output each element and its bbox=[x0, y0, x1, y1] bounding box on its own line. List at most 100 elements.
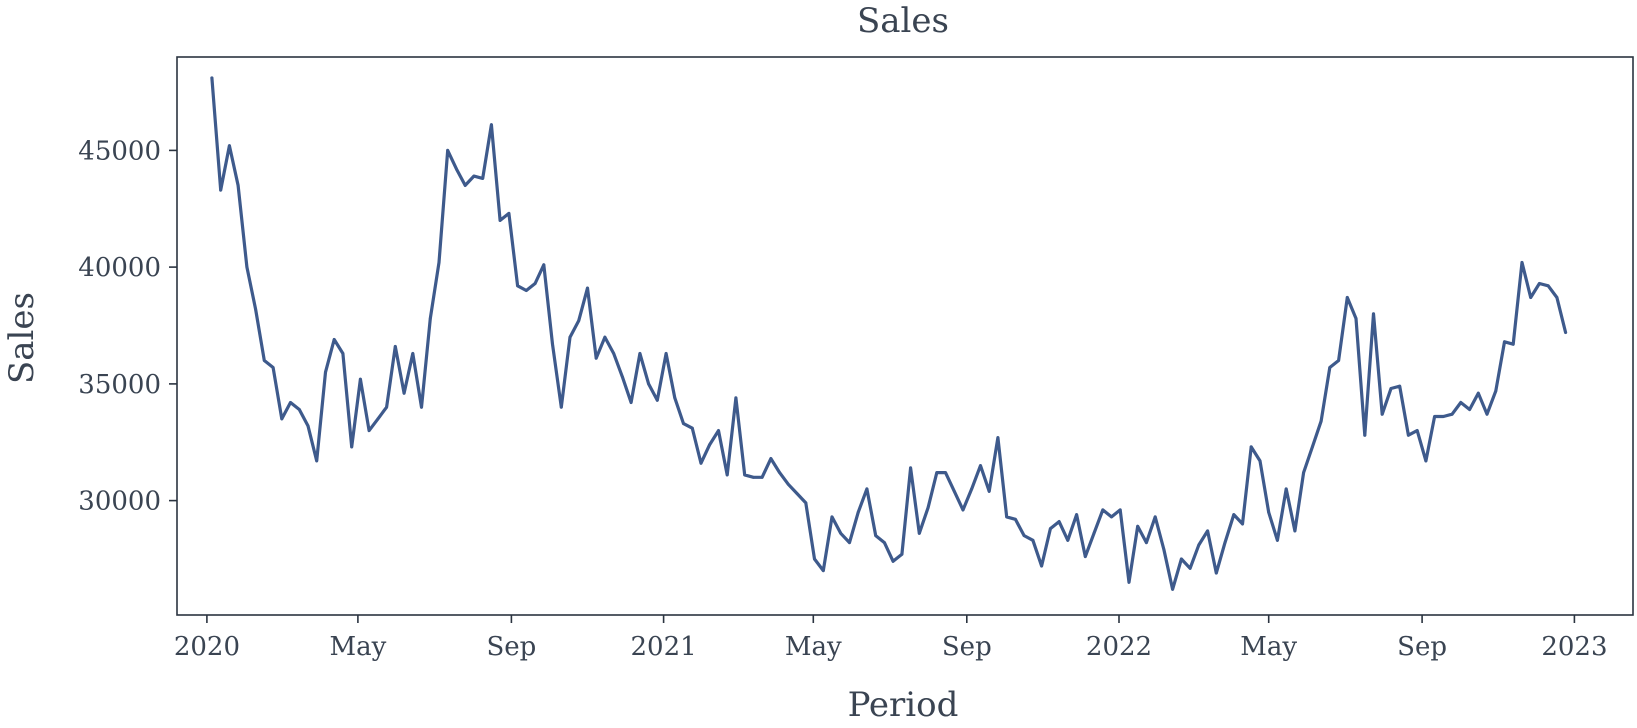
data-point bbox=[883, 541, 886, 544]
y-tick-label: 35000 bbox=[78, 370, 161, 400]
data-point bbox=[1249, 445, 1253, 449]
data-points bbox=[210, 76, 1567, 591]
x-tick-label: May bbox=[785, 632, 842, 662]
data-point bbox=[786, 482, 790, 486]
data-point bbox=[359, 377, 362, 381]
data-point bbox=[367, 429, 371, 432]
data-point bbox=[743, 473, 747, 477]
data-point bbox=[1110, 515, 1113, 519]
data-point bbox=[708, 443, 712, 446]
data-point bbox=[1214, 571, 1218, 575]
x-tick-label: 2023 bbox=[1541, 632, 1607, 662]
data-point bbox=[1022, 534, 1026, 537]
data-point bbox=[760, 475, 764, 479]
data-point bbox=[385, 405, 388, 409]
data-point bbox=[1040, 564, 1043, 568]
data-point bbox=[455, 167, 458, 171]
data-point bbox=[1363, 433, 1367, 437]
data-point bbox=[1005, 515, 1009, 519]
data-point bbox=[490, 123, 493, 127]
data-point bbox=[655, 398, 659, 402]
data-point bbox=[1511, 342, 1515, 346]
data-point bbox=[393, 345, 397, 348]
y-tick-label: 30000 bbox=[78, 487, 161, 517]
data-point bbox=[1503, 340, 1506, 344]
data-point bbox=[1450, 412, 1454, 416]
data-point bbox=[297, 408, 301, 411]
data-point bbox=[533, 282, 537, 285]
data-point bbox=[315, 459, 319, 463]
data-point bbox=[621, 375, 624, 379]
data-point bbox=[926, 506, 930, 509]
data-point bbox=[1345, 296, 1349, 299]
data-point bbox=[542, 263, 546, 267]
data-point bbox=[577, 319, 581, 323]
x-tick-label: May bbox=[329, 632, 386, 662]
data-point bbox=[778, 471, 781, 474]
data-point bbox=[1311, 445, 1314, 449]
data-point bbox=[865, 487, 869, 491]
data-point bbox=[629, 401, 633, 404]
data-point bbox=[219, 188, 223, 192]
data-point bbox=[446, 149, 450, 152]
data-point bbox=[1476, 391, 1480, 395]
data-point bbox=[664, 352, 668, 355]
data-point bbox=[472, 174, 476, 178]
data-point bbox=[804, 501, 808, 505]
data-point bbox=[306, 424, 310, 428]
data-point bbox=[594, 356, 598, 360]
data-point bbox=[1101, 508, 1105, 512]
data-point bbox=[332, 338, 336, 341]
data-point bbox=[682, 422, 685, 425]
data-point bbox=[874, 534, 878, 537]
x-tick-label: Sep bbox=[1397, 632, 1447, 662]
data-point bbox=[428, 317, 432, 320]
data-point bbox=[524, 289, 528, 292]
data-point bbox=[1337, 359, 1340, 362]
data-point bbox=[900, 552, 904, 556]
data-point bbox=[1415, 429, 1419, 432]
data-point bbox=[717, 429, 720, 432]
x-tick-label: Sep bbox=[942, 632, 992, 662]
data-point bbox=[1153, 515, 1157, 519]
data-point bbox=[1468, 408, 1471, 411]
data-point bbox=[1319, 419, 1323, 423]
data-point bbox=[1258, 459, 1262, 463]
x-axis-label: Period bbox=[848, 685, 959, 725]
data-point bbox=[1162, 548, 1166, 551]
x-tick-label: 2021 bbox=[631, 632, 697, 662]
data-point bbox=[280, 417, 284, 421]
y-tick-label: 40000 bbox=[78, 253, 161, 283]
data-point bbox=[987, 489, 991, 493]
data-point bbox=[909, 466, 912, 470]
data-point bbox=[1538, 282, 1541, 285]
data-point bbox=[1354, 317, 1358, 320]
y-axis-ticks: 30000 35000 40000 45000 bbox=[78, 136, 177, 517]
data-point bbox=[1564, 331, 1567, 334]
data-point bbox=[1328, 366, 1332, 369]
data-point bbox=[1031, 538, 1035, 542]
data-point bbox=[1118, 508, 1122, 512]
plot-area bbox=[176, 56, 1634, 616]
data-point bbox=[507, 212, 511, 215]
data-point bbox=[254, 307, 257, 311]
data-point bbox=[586, 286, 589, 290]
data-point bbox=[848, 541, 851, 544]
data-point bbox=[647, 382, 650, 386]
data-point bbox=[1276, 538, 1279, 542]
data-point bbox=[1092, 531, 1096, 535]
data-point bbox=[1232, 513, 1236, 516]
data-point bbox=[1284, 487, 1288, 491]
data-point bbox=[752, 475, 755, 479]
y-tick-label: 45000 bbox=[78, 136, 161, 166]
data-point bbox=[1407, 433, 1410, 437]
data-point bbox=[1083, 555, 1087, 558]
data-point bbox=[350, 445, 354, 449]
data-point bbox=[970, 487, 974, 491]
data-point bbox=[1372, 312, 1375, 316]
data-point bbox=[1180, 557, 1183, 561]
data-point bbox=[1241, 522, 1244, 526]
data-point bbox=[1171, 587, 1174, 591]
data-point bbox=[324, 370, 327, 374]
